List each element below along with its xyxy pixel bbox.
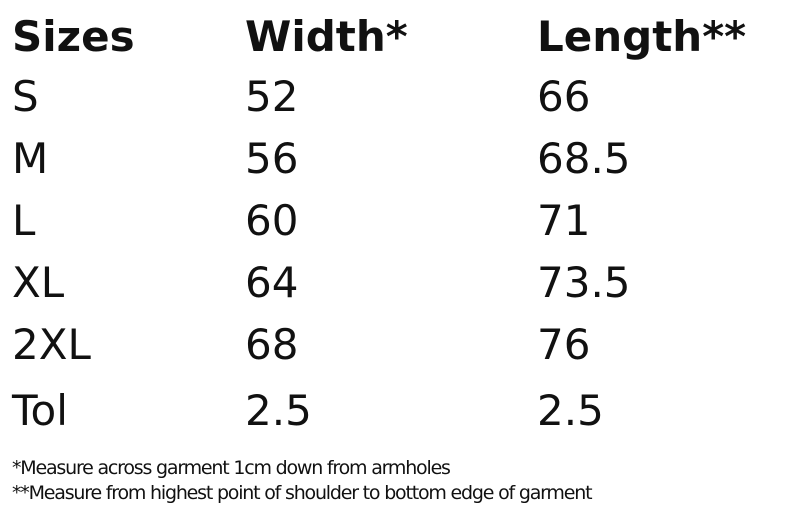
cell-width: 56 bbox=[245, 134, 299, 183]
cell-width: 64 bbox=[245, 258, 299, 307]
cell-size: L bbox=[12, 196, 36, 245]
cell-length: 76 bbox=[537, 320, 591, 369]
cell-width: 68 bbox=[245, 320, 299, 369]
cell-size: Tol bbox=[12, 386, 68, 435]
cell-length: 66 bbox=[537, 72, 591, 121]
header-width: Width* bbox=[245, 12, 408, 61]
footnote-width: *Measure across garment 1cm down from ar… bbox=[12, 457, 451, 479]
footnote-length: **Measure from highest point of shoulder… bbox=[12, 482, 593, 504]
cell-length: 2.5 bbox=[537, 386, 604, 435]
header-length: Length** bbox=[537, 12, 747, 61]
cell-size: M bbox=[12, 134, 49, 183]
cell-size: 2XL bbox=[12, 320, 91, 369]
header-size: Sizes bbox=[12, 12, 135, 61]
cell-width: 52 bbox=[245, 72, 299, 121]
cell-size: XL bbox=[12, 258, 65, 307]
cell-length: 73.5 bbox=[537, 258, 631, 307]
cell-length: 71 bbox=[537, 196, 591, 245]
cell-size: S bbox=[12, 72, 39, 121]
cell-length: 68.5 bbox=[537, 134, 631, 183]
cell-width: 60 bbox=[245, 196, 299, 245]
cell-width: 2.5 bbox=[245, 386, 312, 435]
